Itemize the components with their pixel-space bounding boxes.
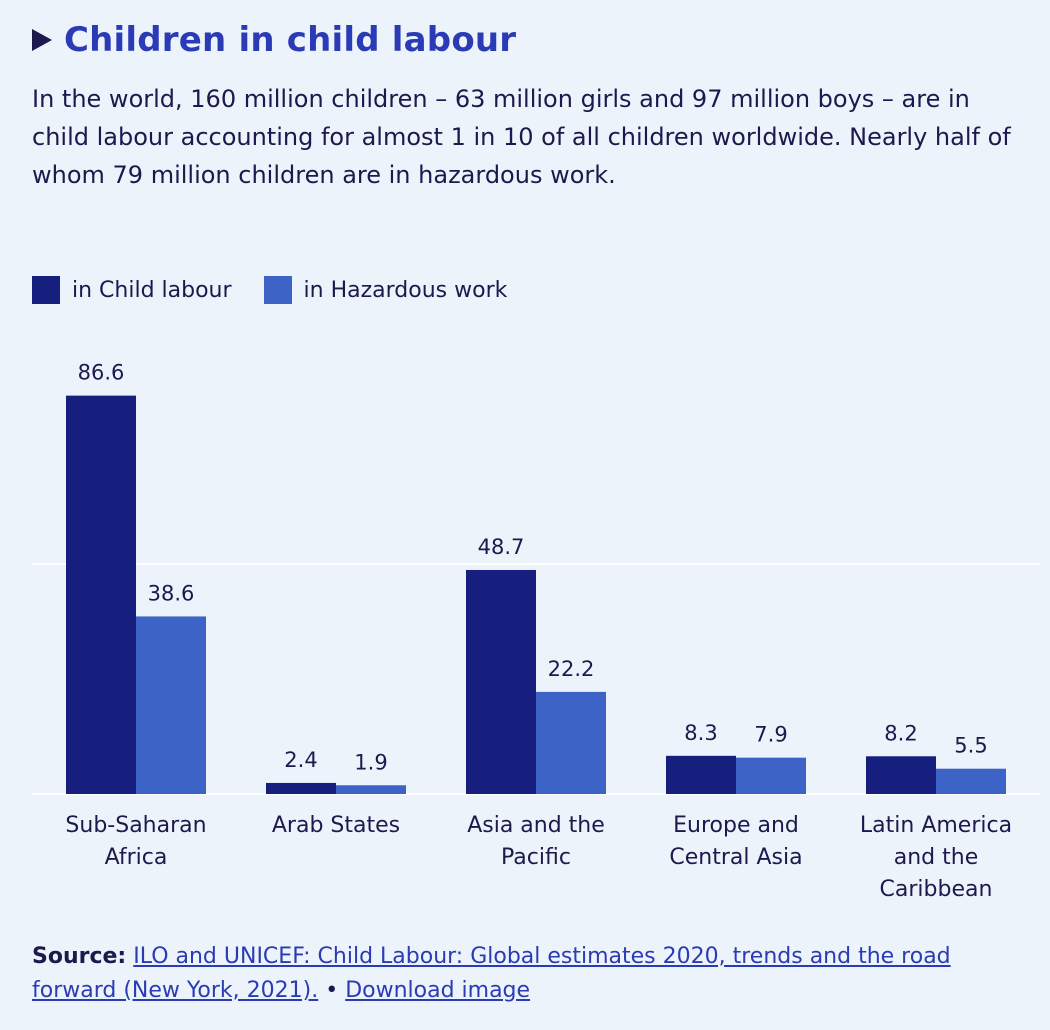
category-label: Europe and (673, 813, 799, 838)
triangle-right-icon (32, 29, 52, 51)
legend-swatch-hazardous (263, 276, 292, 304)
category-label: Latin America (860, 813, 1012, 838)
bar-child-labour (866, 756, 936, 794)
data-label: 7.9 (754, 723, 787, 747)
bar-child-labour (666, 755, 736, 794)
chart-title: Children in child labour (64, 20, 517, 60)
data-label: 86.6 (78, 361, 125, 385)
category-label: and the (894, 845, 979, 870)
category-label: Caribbean (880, 877, 993, 902)
bar-child-labour (466, 569, 536, 794)
category-label: Pacific (501, 845, 571, 870)
data-label: 8.3 (684, 721, 717, 745)
data-label: 38.6 (148, 581, 195, 605)
legend-label-child-labour: in Child labour (72, 277, 232, 303)
category-label: Africa (105, 845, 168, 870)
data-label: 48.7 (478, 535, 525, 559)
category-label: Asia and the (467, 813, 605, 838)
category-label: Central Asia (669, 845, 802, 870)
legend-item-hazardous: in Hazardous work (263, 276, 508, 304)
bar-hazardous (136, 616, 206, 794)
data-label: 5.5 (954, 734, 987, 758)
legend-item-child-labour: in Child labour (32, 276, 232, 304)
chart-subtitle: In the world, 160 million children – 63 … (32, 85, 1011, 189)
bar-chart: 86.6 38.6 Sub-Saharan Africa 2.4 1.9 Arab Stat… (32, 361, 1040, 902)
category-label: Arab States (272, 813, 400, 838)
source-label: Source: (32, 944, 127, 969)
category-label: Sub-Saharan (65, 813, 206, 838)
legend-label-hazardous: in Hazardous work (303, 277, 508, 303)
source-citation-link[interactable]: ILO and UNICEF: Child Labour: Global est… (32, 944, 951, 1003)
bar-child-labour (66, 395, 136, 794)
source-separator: • (318, 978, 346, 1003)
bar-hazardous (536, 691, 606, 794)
download-image-link[interactable]: Download image (345, 978, 531, 1003)
legend-swatch-child-labour (32, 276, 60, 304)
legend: in Child labour in Hazardous work (32, 276, 539, 304)
bar-hazardous (336, 785, 406, 794)
title-row: Children in child labour (32, 20, 516, 60)
bar-hazardous (736, 757, 806, 794)
bar-hazardous (936, 768, 1006, 794)
data-label: 22.2 (548, 657, 595, 681)
data-label: 1.9 (354, 750, 387, 774)
data-label: 2.4 (284, 748, 317, 772)
bar-child-labour (266, 782, 336, 794)
data-label: 8.2 (884, 721, 917, 745)
source-note: Source: ILO and UNICEF: Child Labour: Gl… (32, 940, 992, 1008)
